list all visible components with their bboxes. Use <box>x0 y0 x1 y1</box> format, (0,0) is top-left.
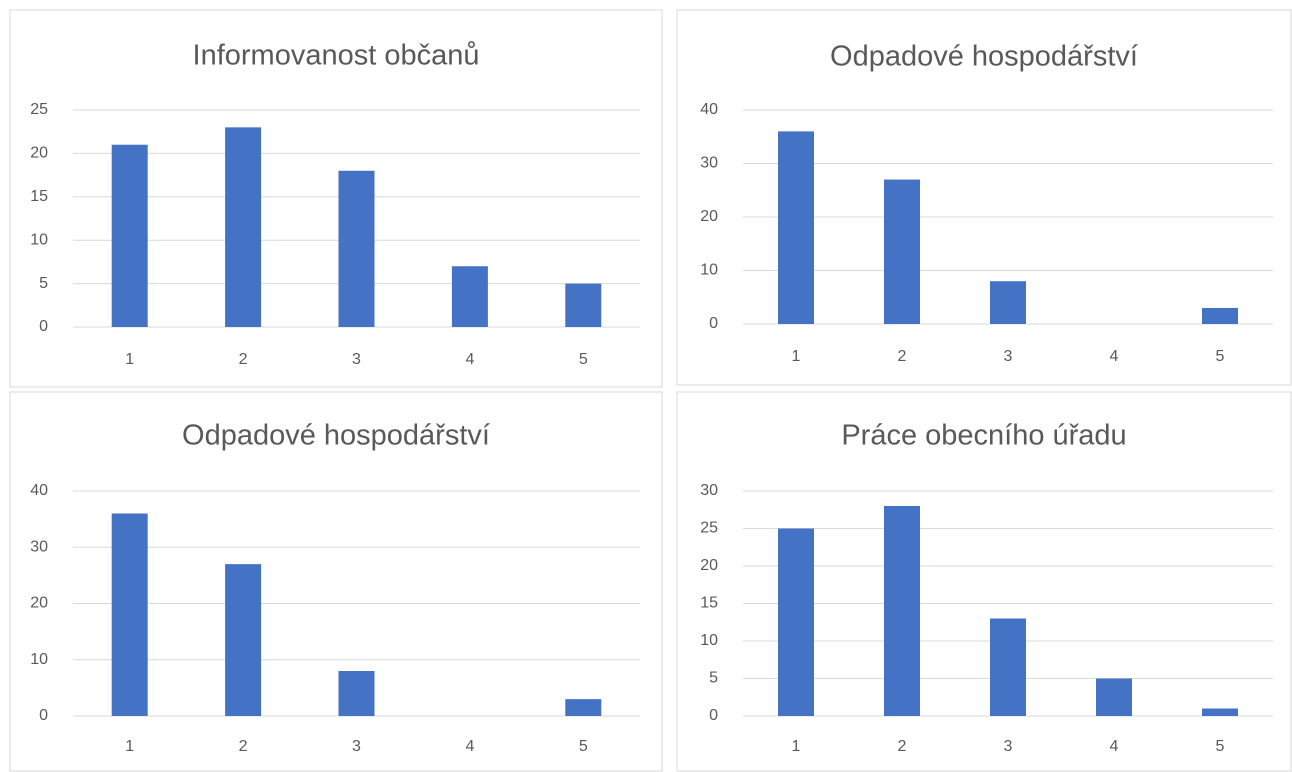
bar <box>565 283 602 327</box>
bar <box>225 564 262 716</box>
x-tick-label: 2 <box>898 738 907 755</box>
bar <box>225 127 262 327</box>
chart-title: Odpadové hospodářství <box>182 420 490 452</box>
bar <box>1202 708 1238 716</box>
y-tick-label: 0 <box>709 315 718 332</box>
y-tick-label: 10 <box>700 262 718 279</box>
y-tick-label: 20 <box>700 557 718 574</box>
bar <box>884 506 920 716</box>
y-tick-label: 0 <box>39 707 48 724</box>
x-tick-label: 3 <box>1004 738 1013 755</box>
bar <box>778 528 814 716</box>
bar <box>111 144 148 327</box>
bar <box>884 179 920 324</box>
y-tick-label: 0 <box>39 318 48 335</box>
x-tick-label: 3 <box>1004 348 1013 365</box>
y-tick-label: 15 <box>30 188 48 205</box>
y-tick-label: 40 <box>30 482 48 499</box>
y-tick-label: 0 <box>709 707 718 724</box>
y-tick-label: 25 <box>700 520 718 537</box>
chart-title: Práce obecního úřadu <box>841 420 1126 452</box>
y-tick-label: 10 <box>30 651 48 668</box>
x-tick-label: 1 <box>792 738 801 755</box>
chart-title: Informovanost občanů <box>193 40 480 72</box>
x-tick-label: 2 <box>898 348 907 365</box>
x-tick-label: 4 <box>1110 738 1119 755</box>
bar <box>451 266 488 327</box>
bar <box>1096 678 1132 716</box>
x-tick-label: 5 <box>1216 348 1225 365</box>
y-tick-label: 20 <box>30 595 48 612</box>
x-tick-label: 2 <box>239 738 248 755</box>
x-tick-label: 4 <box>465 351 474 368</box>
y-tick-label: 15 <box>700 595 718 612</box>
y-tick-label: 25 <box>30 101 48 118</box>
x-tick-label: 4 <box>465 738 474 755</box>
x-tick-label: 3 <box>352 351 361 368</box>
x-tick-label: 5 <box>1216 738 1225 755</box>
x-tick-label: 1 <box>125 351 134 368</box>
chart-frame <box>676 9 1292 386</box>
bar <box>338 671 375 716</box>
x-tick-label: 3 <box>352 738 361 755</box>
y-tick-label: 5 <box>709 670 718 687</box>
y-tick-label: 40 <box>700 101 718 118</box>
y-tick-label: 5 <box>39 275 48 292</box>
y-tick-label: 30 <box>700 155 718 172</box>
y-tick-label: 20 <box>700 208 718 225</box>
y-tick-label: 10 <box>700 632 718 649</box>
chart-title: Odpadové hospodářství <box>830 41 1138 73</box>
x-tick-label: 5 <box>579 738 588 755</box>
y-tick-label: 30 <box>700 482 718 499</box>
bar <box>111 513 148 716</box>
bar <box>338 170 375 327</box>
chart-frame <box>676 391 1292 772</box>
x-tick-label: 5 <box>579 351 588 368</box>
bar <box>565 699 602 716</box>
bar <box>778 131 814 324</box>
y-tick-label: 10 <box>30 231 48 248</box>
y-tick-label: 30 <box>30 538 48 555</box>
bar <box>1202 307 1238 324</box>
bar <box>990 281 1026 324</box>
x-tick-label: 4 <box>1110 348 1119 365</box>
chart-frame <box>9 391 663 772</box>
chart-frame <box>9 9 663 388</box>
x-tick-label: 1 <box>792 348 801 365</box>
bar <box>990 618 1026 716</box>
x-tick-label: 1 <box>125 738 134 755</box>
y-tick-label: 20 <box>30 145 48 162</box>
x-tick-label: 2 <box>239 351 248 368</box>
